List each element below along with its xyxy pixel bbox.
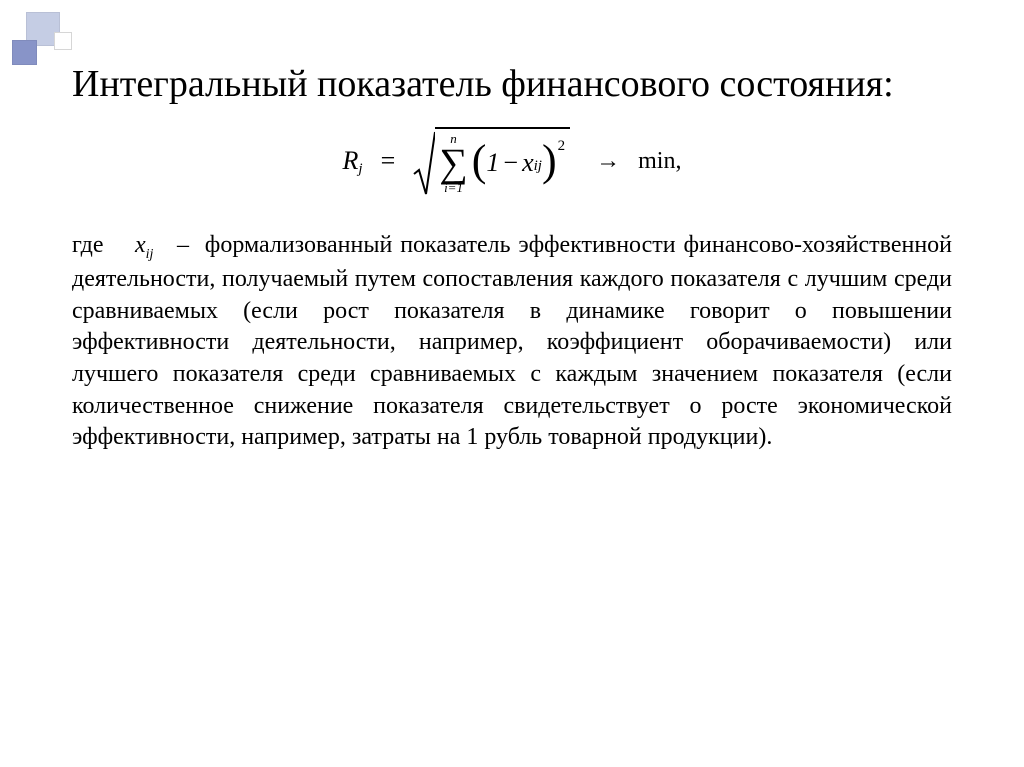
sigma-symbol: ∑ (439, 145, 468, 181)
arrow: → (596, 148, 620, 175)
slide-content: Интегральный показатель финансового сост… (72, 60, 952, 727)
deco-square-outline (54, 32, 72, 50)
lhs-subscript: j (358, 161, 362, 178)
term-one: 1 (486, 148, 499, 178)
exponent: 2 (558, 138, 566, 155)
definition-paragraph: где xij – формализованный показатель эфф… (72, 230, 952, 454)
term-minus: − (503, 148, 518, 178)
lhs-symbol: R (343, 146, 359, 176)
term-x: x (522, 148, 534, 178)
slide-title: Интегральный показатель финансового сост… (72, 60, 952, 109)
open-paren: ( (472, 144, 487, 177)
deco-square-dark (12, 40, 37, 65)
body-rest: формализованный показатель эффективности… (72, 232, 952, 451)
equals-sign: = (381, 146, 396, 176)
term-x-sub: ij (534, 158, 542, 175)
formula-block: R j = n ∑ i=1 ( 1 − (72, 127, 952, 196)
radical-sign (413, 127, 435, 196)
body-lead: где (72, 232, 104, 258)
square-root: n ∑ i=1 ( 1 − x ij ) 2 (413, 127, 570, 196)
sum-lower-limit: i=1 (444, 181, 463, 194)
close-paren: ) (542, 144, 557, 177)
body-var-sub: ij (146, 246, 154, 261)
formula-lhs: R j (343, 146, 363, 176)
corner-decoration (12, 12, 82, 67)
summation: n ∑ i=1 (439, 132, 468, 194)
body-var-symbol: x (135, 232, 146, 258)
body-dash: – (177, 232, 189, 258)
min-label: min, (638, 148, 681, 175)
body-var: xij (135, 232, 153, 258)
